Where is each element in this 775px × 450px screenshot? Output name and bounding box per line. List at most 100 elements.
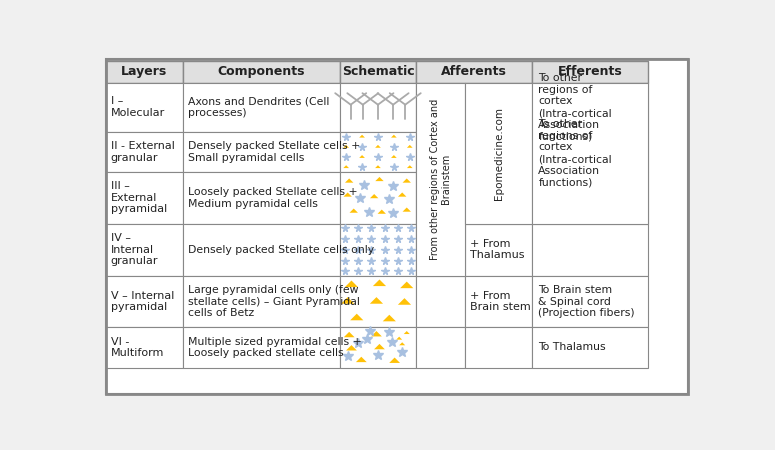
Text: II - External
granular: II - External granular	[111, 141, 174, 163]
Text: Efferents: Efferents	[558, 65, 622, 78]
Bar	[532, 83, 648, 132]
Bar	[340, 132, 416, 172]
Polygon shape	[346, 345, 356, 351]
Polygon shape	[407, 165, 412, 168]
Polygon shape	[400, 282, 413, 288]
Text: IV –
Internal
granular: IV – Internal granular	[111, 233, 158, 266]
Bar	[340, 61, 416, 83]
Text: I –
Molecular: I – Molecular	[111, 96, 165, 118]
Text: Components: Components	[218, 65, 305, 78]
Text: Schematic: Schematic	[342, 65, 415, 78]
Bar	[340, 83, 416, 132]
Polygon shape	[359, 155, 365, 158]
Polygon shape	[375, 177, 384, 181]
Text: V – Internal
pyramidal: V – Internal pyramidal	[111, 291, 174, 312]
Bar	[340, 224, 416, 275]
Polygon shape	[407, 145, 412, 148]
Bar	[416, 224, 465, 275]
Polygon shape	[402, 179, 411, 183]
Polygon shape	[373, 279, 386, 286]
Polygon shape	[383, 315, 396, 321]
Text: Layers: Layers	[121, 65, 167, 78]
Polygon shape	[356, 357, 367, 362]
Text: To other
regions of
cortex
(Intra-cortical
Association
functions): To other regions of cortex (Intra-cortic…	[539, 119, 612, 187]
Bar	[532, 83, 648, 224]
Polygon shape	[377, 210, 386, 214]
Bar	[465, 83, 532, 224]
Text: To Thalamus: To Thalamus	[539, 342, 606, 352]
Polygon shape	[350, 314, 363, 320]
Polygon shape	[374, 344, 385, 349]
Polygon shape	[343, 193, 352, 197]
Polygon shape	[404, 331, 410, 334]
Bar	[532, 132, 648, 172]
Text: Loosely packed Stellate cells +
Medium pyramidal cells: Loosely packed Stellate cells + Medium p…	[188, 187, 357, 209]
Polygon shape	[398, 193, 406, 197]
Text: + From
Thalamus: + From Thalamus	[470, 239, 525, 261]
Text: Afferents: Afferents	[441, 65, 507, 78]
Bar	[532, 224, 648, 275]
Bar	[465, 328, 532, 368]
Bar	[183, 132, 340, 172]
Polygon shape	[371, 331, 382, 337]
Polygon shape	[341, 297, 354, 304]
Text: Epomedicine.com: Epomedicine.com	[494, 107, 504, 200]
Text: Large pyramidal cells only (few
stellate cells) – Giant Pyramidal
cells of Betz: Large pyramidal cells only (few stellate…	[188, 285, 360, 318]
Polygon shape	[389, 358, 400, 363]
Bar	[465, 172, 532, 224]
Bar	[106, 224, 183, 275]
Text: From other regions of Cortex and
Brainstem: From other regions of Cortex and Brainst…	[430, 99, 451, 260]
Text: Densely packed Stellate cells +
Small pyramidal cells: Densely packed Stellate cells + Small py…	[188, 141, 360, 163]
Polygon shape	[391, 135, 397, 138]
Polygon shape	[350, 208, 358, 213]
Bar	[340, 275, 416, 328]
Bar	[465, 275, 532, 328]
Polygon shape	[370, 194, 378, 198]
Polygon shape	[398, 298, 411, 305]
Bar	[532, 172, 648, 224]
Polygon shape	[343, 165, 349, 168]
Bar	[340, 328, 416, 368]
Text: Axons and Dendrites (Cell
processes): Axons and Dendrites (Cell processes)	[188, 96, 329, 118]
Bar	[183, 224, 340, 275]
Bar	[532, 328, 648, 368]
Bar	[416, 328, 465, 368]
Bar	[532, 275, 648, 328]
Polygon shape	[391, 155, 397, 158]
Bar	[416, 61, 532, 83]
Bar	[106, 328, 183, 368]
Polygon shape	[370, 297, 383, 304]
Bar	[465, 224, 532, 275]
Text: To Brain stem
& Spinal cord
(Projection fibers): To Brain stem & Spinal cord (Projection …	[539, 285, 635, 318]
Polygon shape	[375, 165, 381, 168]
Bar	[416, 83, 465, 132]
Bar	[416, 83, 465, 275]
Bar	[106, 172, 183, 224]
Bar	[465, 132, 532, 172]
Bar	[183, 172, 340, 224]
Polygon shape	[399, 342, 405, 345]
Polygon shape	[343, 145, 349, 148]
Bar	[340, 172, 416, 224]
Polygon shape	[375, 145, 381, 148]
Text: Multiple sized pyramidal cells +
Loosely packed stellate cells: Multiple sized pyramidal cells + Loosely…	[188, 337, 361, 358]
Bar	[465, 83, 532, 132]
Text: Densely packed Stellate cells only: Densely packed Stellate cells only	[188, 245, 374, 255]
Polygon shape	[345, 179, 353, 183]
Bar	[106, 61, 183, 83]
Bar	[183, 83, 340, 132]
Bar	[416, 172, 465, 224]
Bar	[106, 83, 183, 132]
Bar	[416, 275, 465, 328]
Text: To other
regions of
cortex
(Intra-cortical
Association
functions): To other regions of cortex (Intra-cortic…	[539, 73, 612, 141]
Bar	[183, 61, 340, 83]
Polygon shape	[345, 280, 358, 287]
Polygon shape	[402, 207, 411, 212]
Bar	[106, 275, 183, 328]
Polygon shape	[396, 337, 402, 340]
Polygon shape	[344, 332, 355, 337]
Text: + From
Brain stem: + From Brain stem	[470, 291, 531, 312]
Bar	[532, 61, 648, 83]
Polygon shape	[359, 135, 365, 138]
Bar	[183, 328, 340, 368]
